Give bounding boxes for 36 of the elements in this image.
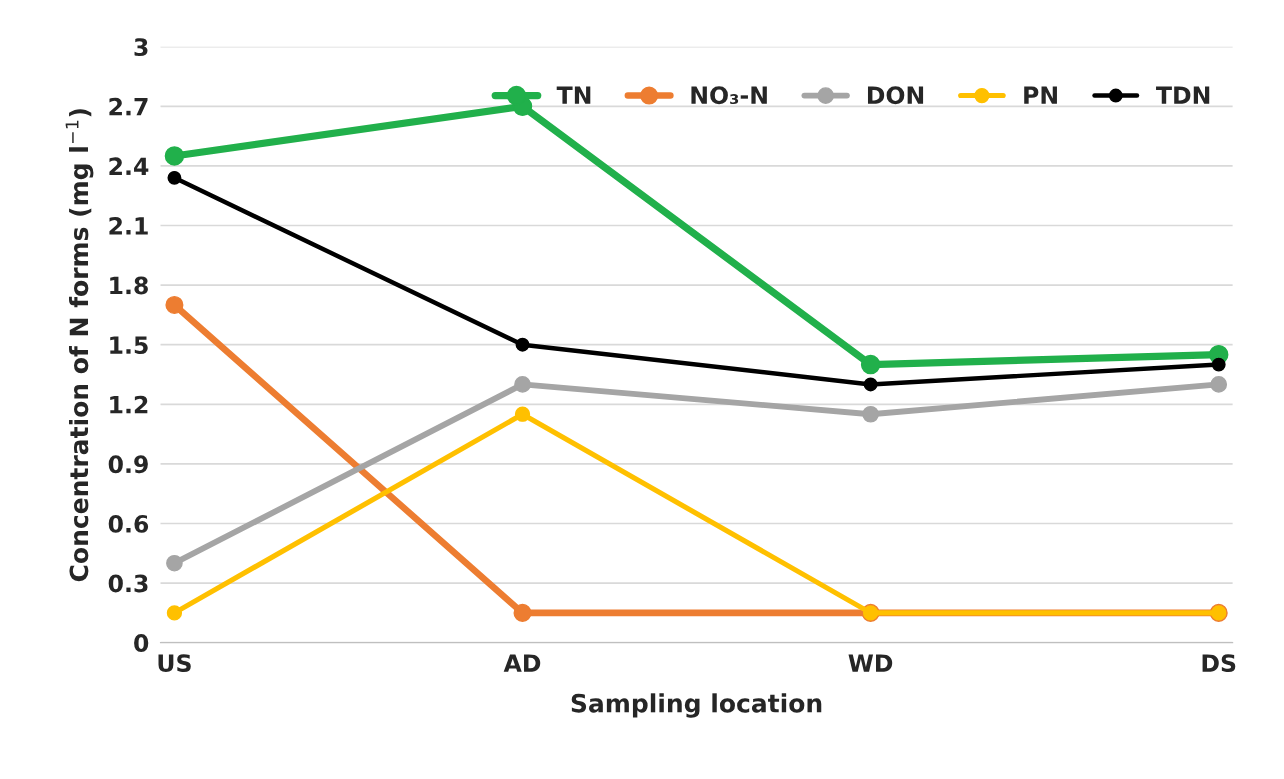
y-tick-label: 1.2 xyxy=(110,395,148,414)
x-tick-label: US xyxy=(158,654,191,673)
y-tick-label: 0.3 xyxy=(108,574,148,593)
x-tick-label: DS xyxy=(1202,654,1236,673)
y-axis-title: Concentration of N forms (mg l$^{−1}$) xyxy=(65,109,94,582)
legend-label: TN xyxy=(556,86,591,104)
point xyxy=(860,354,881,375)
y-tick-label: 2.4 xyxy=(109,157,149,175)
x-axis-title: Sampling location xyxy=(571,693,822,718)
legend-label: TDN xyxy=(1156,86,1210,104)
point xyxy=(1211,357,1226,372)
legend-label: PN xyxy=(1024,86,1057,104)
point xyxy=(862,405,879,423)
y-tick-label: 0.9 xyxy=(108,455,148,474)
y-tick-label: 1.5 xyxy=(110,336,148,355)
point xyxy=(165,295,184,315)
point xyxy=(166,554,183,572)
point xyxy=(863,377,878,392)
point xyxy=(515,337,530,352)
point xyxy=(514,376,531,393)
y-tick-label: 1.8 xyxy=(110,276,148,295)
point xyxy=(167,170,182,185)
y-tick-label: 2.1 xyxy=(109,216,148,235)
point xyxy=(164,146,185,166)
legend-label: NO₃-N xyxy=(691,86,767,105)
point xyxy=(513,603,532,622)
x-tick-label: AD xyxy=(503,654,541,672)
point xyxy=(1210,376,1228,393)
y-tick-label: 2.7 xyxy=(109,97,148,116)
y-tick-label: 3 xyxy=(134,38,148,57)
x-tick-label: WD xyxy=(848,654,893,672)
y-tick-label: 0 xyxy=(134,634,149,652)
point xyxy=(166,605,183,621)
y-tick-label: 0.6 xyxy=(108,514,149,533)
point xyxy=(514,406,531,422)
legend-label: DON xyxy=(867,86,924,105)
